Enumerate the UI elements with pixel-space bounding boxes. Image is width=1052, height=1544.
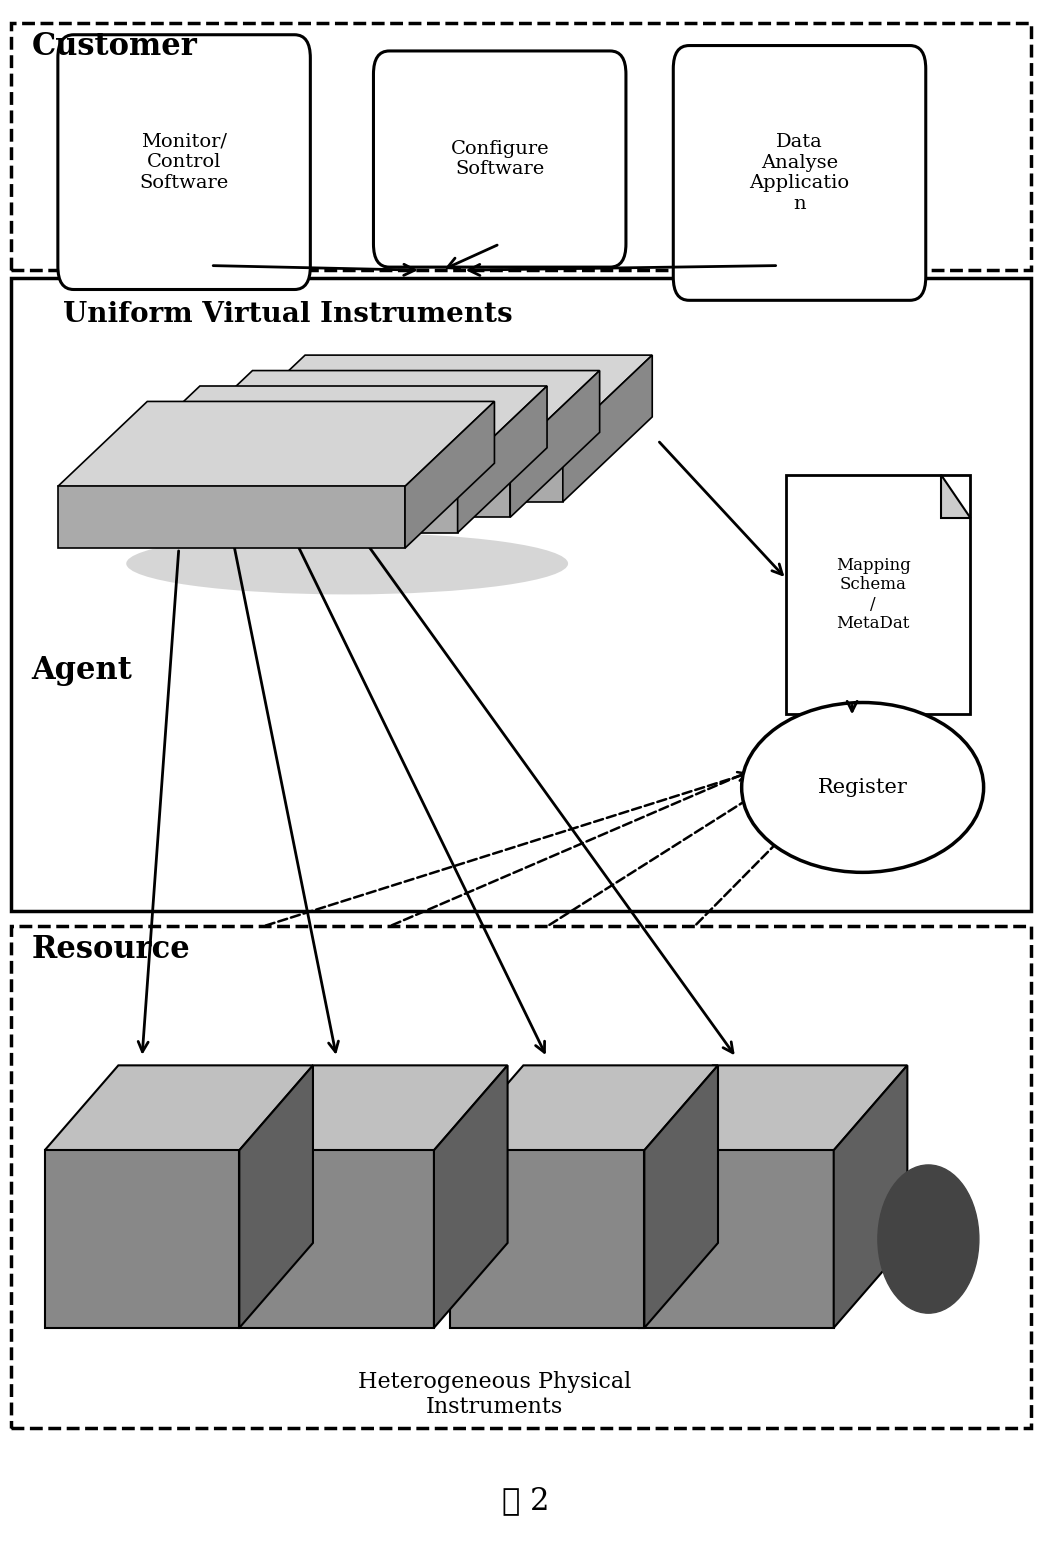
Polygon shape [240,1150,433,1328]
Ellipse shape [742,703,984,872]
Text: Configure
Software: Configure Software [450,139,549,179]
Polygon shape [405,401,494,548]
Text: Agent: Agent [32,655,133,686]
Polygon shape [45,1065,313,1150]
Text: Monitor/
Control
Software: Monitor/ Control Software [140,133,228,191]
Polygon shape [510,371,600,517]
Text: Mapping
Schema
/
MetaDat: Mapping Schema / MetaDat [835,556,911,633]
Text: Register: Register [817,778,908,797]
Polygon shape [58,401,494,486]
Polygon shape [240,1065,313,1328]
Polygon shape [833,1065,907,1328]
Polygon shape [45,1150,240,1328]
Polygon shape [216,355,652,440]
FancyBboxPatch shape [373,51,626,267]
Polygon shape [163,455,510,517]
Polygon shape [240,1065,507,1150]
Polygon shape [163,371,600,455]
Polygon shape [433,1065,507,1328]
Polygon shape [110,386,547,471]
Ellipse shape [126,533,568,594]
Text: 图 2: 图 2 [502,1485,550,1516]
Bar [11,278,1031,911]
Polygon shape [58,486,405,548]
Bar [786,476,970,713]
Bar [11,926,1031,1428]
Text: Data
Analyse
Applicatio
n: Data Analyse Applicatio n [749,133,850,213]
Polygon shape [450,1150,644,1328]
Polygon shape [639,1065,907,1150]
Polygon shape [110,471,458,533]
Text: Heterogeneous Physical
Instruments: Heterogeneous Physical Instruments [358,1371,631,1417]
Circle shape [878,1164,979,1312]
Bar [11,23,1031,270]
Polygon shape [216,440,563,502]
Text: Uniform Virtual Instruments: Uniform Virtual Instruments [63,301,512,327]
Polygon shape [458,386,547,533]
Polygon shape [563,355,652,502]
Polygon shape [450,1065,719,1150]
FancyBboxPatch shape [58,34,310,290]
Polygon shape [940,476,970,517]
Text: Resource: Resource [32,934,190,965]
Text: Customer: Customer [32,31,198,62]
Polygon shape [644,1065,719,1328]
FancyBboxPatch shape [673,45,926,300]
Polygon shape [639,1150,833,1328]
